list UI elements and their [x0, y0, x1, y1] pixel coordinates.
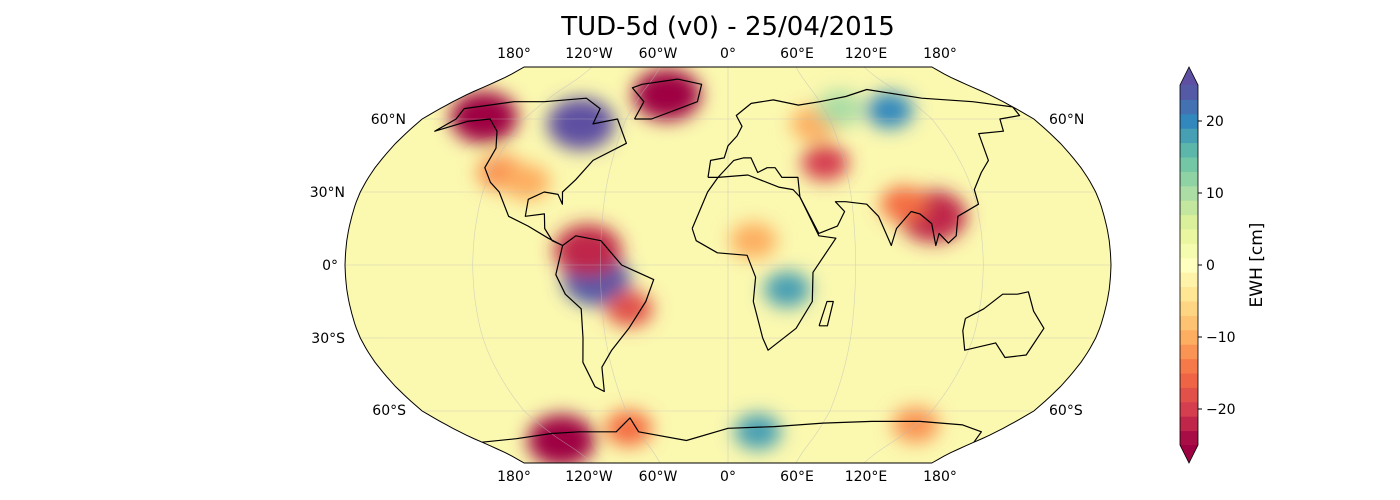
- lon-label-top: 180°: [923, 46, 957, 62]
- colorbar-bin: [1180, 157, 1198, 172]
- colorbar-bin: [1180, 171, 1198, 187]
- anomaly-southeast-brazil: [606, 290, 653, 327]
- colorbar-extend-min: [1180, 445, 1198, 463]
- colorbar-tick-label: 10: [1206, 186, 1224, 202]
- lon-label-bottom: 0°: [720, 469, 736, 485]
- anomaly-sahel: [730, 222, 777, 259]
- gridlines: [345, 67, 1111, 463]
- colorbar-bin: [1180, 344, 1198, 360]
- map-outline: [344, 66, 1112, 464]
- meridian-line: [600, 67, 661, 463]
- colorbar-bin: [1180, 257, 1198, 273]
- colorbar-bin: [1180, 401, 1198, 417]
- coastlines: [434, 78, 1045, 443]
- colorbar-bin: [1180, 373, 1198, 388]
- colorbar-bin: [1180, 142, 1198, 158]
- anomaly-hudson-bay: [547, 97, 615, 150]
- lat-label-left: 0°: [322, 258, 338, 274]
- coastline: [962, 291, 1045, 359]
- lon-label-bottom: 120°W: [565, 469, 613, 485]
- anomaly-alaska: [450, 91, 518, 144]
- meridian-line: [863, 67, 984, 463]
- colorbar-tick-label: −10: [1206, 330, 1236, 346]
- colorbar-bin: [1180, 329, 1198, 345]
- anomaly-antarctic-peninsula: [605, 410, 653, 447]
- anomaly-central-africa: [763, 271, 811, 308]
- colorbar-tick-label: 0: [1206, 258, 1215, 274]
- colorbar-label: EWH [cm]: [1247, 223, 1267, 308]
- colorbar-bin: [1180, 99, 1198, 115]
- lon-label-top: 120°W: [565, 46, 613, 62]
- colorbar-bin: [1180, 185, 1198, 201]
- map-area: [345, 67, 1111, 463]
- coastline: [482, 417, 982, 443]
- coastline: [707, 88, 1021, 247]
- colorbar-bin: [1180, 229, 1198, 244]
- meridian-line: [472, 67, 593, 463]
- colorbar-bin: [1180, 286, 1198, 302]
- coastline: [818, 300, 834, 327]
- anomaly-caspian: [801, 144, 849, 181]
- colorbar-frame: [1179, 66, 1199, 464]
- anomaly-northern-asia: [816, 90, 864, 127]
- anomaly-greenland: [633, 68, 701, 121]
- colorbar-bin: [1180, 416, 1198, 432]
- colorbar-bin: [1180, 430, 1198, 446]
- colorbar: 20 10 0 −10 −20 EWH [cm]: [1179, 66, 1267, 464]
- colorbar-bin: [1180, 200, 1198, 216]
- lat-label-left: 30°S: [311, 331, 345, 347]
- lat-label-left: 30°N: [310, 185, 345, 201]
- lon-label-bottom: 120°E: [845, 469, 888, 485]
- colorbar-bin: [1180, 315, 1198, 331]
- colorbar-bin: [1180, 113, 1198, 129]
- lon-label-bottom: 180°: [497, 469, 531, 485]
- coastline: [434, 97, 627, 247]
- lon-label-top: 120°E: [845, 46, 888, 62]
- lat-label-left: 60°N: [371, 112, 406, 128]
- colorbar-bin: [1180, 214, 1198, 230]
- colorbar-bin: [1180, 387, 1198, 403]
- lon-label-top: 0°: [720, 46, 736, 62]
- lat-label-right: 60°S: [1049, 403, 1083, 419]
- lon-label-bottom: 180°: [923, 469, 957, 485]
- meridian-line: [795, 67, 856, 463]
- colorbar-bin: [1180, 272, 1198, 288]
- colorbar-bin: [1180, 85, 1198, 100]
- colorbar-tick-label: 20: [1206, 114, 1224, 130]
- anomaly-great-plains: [503, 164, 551, 201]
- colorbar-tick-label: −20: [1206, 402, 1236, 418]
- coastline: [691, 174, 837, 351]
- anomaly-east-antarctica-coast: [734, 413, 782, 450]
- colorbar-extend-max: [1180, 67, 1198, 85]
- anomaly-northeast-india: [880, 186, 928, 223]
- lon-label-top: 60°E: [780, 46, 814, 62]
- lat-label-right: 60°N: [1049, 112, 1084, 128]
- lon-label-bottom: 60°W: [639, 469, 678, 485]
- anomaly-siberia: [866, 92, 914, 129]
- colorbar-bin: [1180, 243, 1198, 259]
- anomaly-orinoco: [554, 224, 622, 277]
- colorbar-bin: [1180, 301, 1198, 316]
- anomaly-field: [450, 68, 967, 463]
- map-title: TUD-5d (v0) - 25/04/2015: [561, 12, 895, 42]
- coastline: [555, 235, 655, 393]
- lon-label-top: 60°W: [639, 46, 678, 62]
- coastline: [631, 78, 703, 120]
- lat-label-left: 60°S: [372, 403, 406, 419]
- lon-label-top: 180°: [497, 46, 531, 62]
- lon-label-bottom: 60°E: [780, 469, 814, 485]
- colorbar-bin: [1180, 128, 1198, 144]
- colorbar-bin: [1180, 358, 1198, 374]
